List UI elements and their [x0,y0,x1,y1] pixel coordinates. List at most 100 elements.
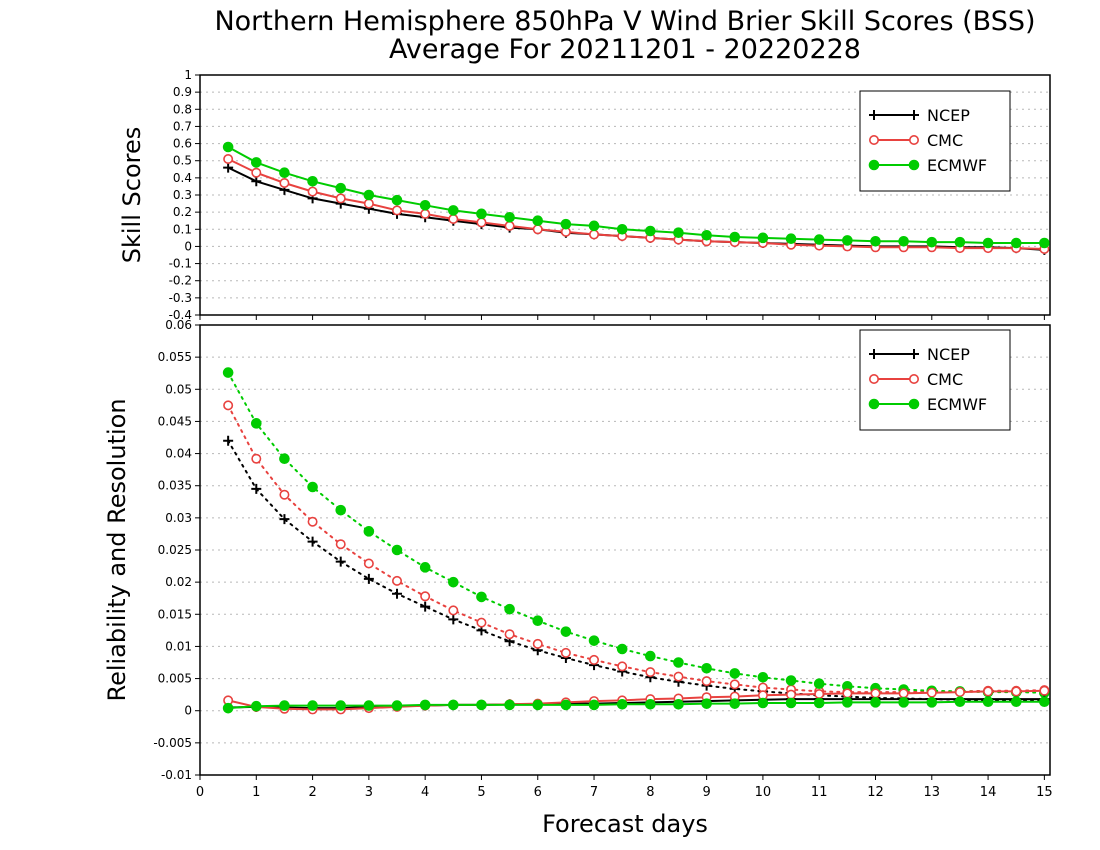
x-tick-label: 1 [252,785,260,800]
y-tick-label: 0.8 [173,102,192,116]
y-tick-label: 0.6 [173,137,192,151]
data-point-ecmwf-reliability [222,702,234,714]
data-point-ecmwf-resolution [560,626,572,637]
data-point-ecmwf-resolution [419,562,431,573]
x-axis-label: Forecast days [542,810,708,838]
data-point-cmc-reliability [898,688,909,699]
data-point-ecmwf-reliability [673,698,684,710]
data-point-ecmwf-reliability [307,700,318,711]
data-point-ecmwf [813,234,825,245]
data-point-ecmwf-reliability [898,697,909,708]
data-point-ncep-resolution [363,573,374,584]
data-point-ecmwf-reliability [504,699,515,711]
data-point-ecmwf-resolution [813,678,825,690]
legend-marker [908,398,920,410]
data-point-cmc-resolution [560,647,571,658]
data-point-ecmwf-reliability [982,696,994,708]
data-point-ncep-resolution [279,514,290,525]
data-point-cmc-resolution [729,679,740,690]
data-point-ecmwf-reliability [532,699,544,711]
y-tick-label: -0.005 [153,736,192,750]
data-point-ecmwf-reliability [1039,696,1050,708]
data-point-ncep [251,176,262,187]
data-point-ecmwf [616,223,628,235]
data-point-ecmwf-reliability [588,699,600,711]
data-point-ecmwf [982,237,994,249]
legend-marker [868,373,879,384]
legend-marker [908,159,920,171]
y-tick-label: 0.3 [173,188,192,202]
data-point-ecmwf [532,215,544,227]
x-tick-label: 11 [811,785,828,800]
data-point-cmc-resolution [335,539,346,550]
data-point-cmc [392,205,403,216]
data-point-ncep-resolution [335,556,346,567]
data-point-ecmwf [785,233,797,245]
legend-marker [869,349,879,359]
data-point-ecmwf [673,227,684,239]
x-tick-label: 5 [477,785,485,800]
data-point-ecmwf-reliability [250,700,262,712]
data-point-ecmwf-resolution [701,662,712,674]
data-point-cmc [279,178,290,189]
data-point-cmc-reliability [926,687,937,698]
y-tick-label: -0.1 [169,257,192,271]
y-tick-label: -0.2 [169,274,192,288]
data-point-ecmwf-reliability [757,697,769,709]
x-tick-label: 2 [308,785,316,800]
legend-marker [909,349,919,359]
data-point-ecmwf-reliability [870,697,881,708]
data-point-ecmwf-reliability [335,700,347,711]
data-point-ecmwf [448,205,459,216]
legend-marker [868,159,880,171]
data-point-ecmwf-reliability [448,699,459,711]
series-line-ncep-resolution [227,439,1046,703]
data-point-ncep-resolution [251,483,262,494]
chart-title: Northern Hemisphere 850hPa V Wind Brier … [214,6,1035,37]
data-point-cmc [363,198,374,209]
legend-marker [868,135,879,146]
data-point-cmc [448,214,459,225]
y-axis-label: Skill Scores [118,127,146,264]
y-tick-label: 0.025 [158,543,192,557]
data-point-ecmwf-resolution [673,657,684,668]
x-tick-label: 12 [867,785,884,800]
data-point-ecmwf-resolution [645,650,656,662]
y-tick-label: 0.01 [165,639,192,653]
data-point-cmc [223,154,234,165]
x-tick-label: 9 [702,785,710,800]
data-point-ecmwf-reliability [842,697,853,708]
x-tick-label: 0 [196,785,204,800]
data-point-ecmwf [560,218,572,230]
data-point-cmc-resolution [589,654,600,665]
data-point-cmc-resolution [617,661,628,672]
y-tick-label: 0.1 [173,222,192,236]
data-point-ecmwf-reliability [1010,696,1022,708]
data-point-cmc-resolution [673,671,684,682]
data-point-cmc [251,167,262,178]
data-point-ecmwf [222,141,234,153]
data-point-ecmwf-reliability [419,699,431,711]
data-point-ecmwf-resolution [391,544,403,556]
data-point-ecmwf [757,232,769,244]
legend-marker [908,135,919,146]
data-point-ecmwf [504,211,515,223]
data-point-ncep-resolution [223,435,234,446]
data-point-cmc-resolution [392,575,403,586]
data-point-ecmwf-reliability [391,700,403,711]
data-point-cmc-resolution [448,605,459,616]
data-point-cmc [335,193,346,204]
data-point-cmc-resolution [223,400,234,411]
legend-marker [868,398,880,410]
data-point-cmc-reliability [786,689,797,700]
data-point-ncep-resolution [420,601,431,612]
data-point-ecmwf [476,208,487,220]
x-tick-label: 13 [924,785,941,800]
reliability-resolution-panel: -0.01 -0.005 0 0.005 0.01 0.015 0.02 0.025 0.03 0… [103,318,1053,800]
data-point-ecmwf [363,189,375,201]
data-point-cmc [589,229,600,240]
legend-label: CMC [927,370,963,389]
data-point-ncep-resolution [448,614,459,625]
data-point-ecmwf [279,167,290,179]
